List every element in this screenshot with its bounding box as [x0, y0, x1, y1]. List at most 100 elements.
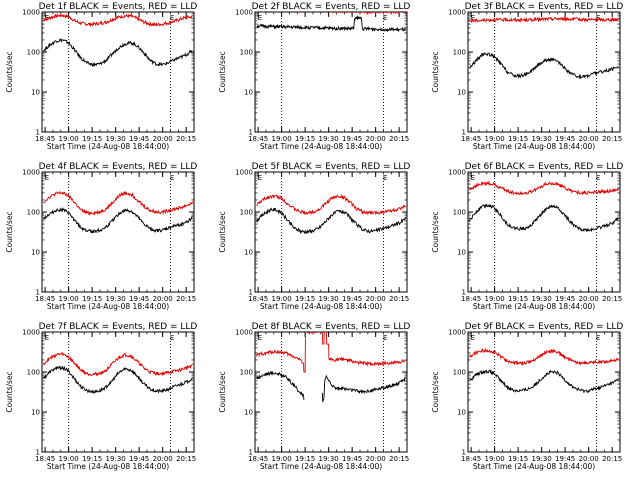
chart-title: Det 1f BLACK = Events, RED = LLD [39, 2, 198, 12]
y-tick-label: 10 [457, 409, 466, 417]
x-tick-label: 19:15 [82, 295, 102, 303]
x-tick-label: 19:30 [532, 135, 552, 143]
x-tick-label: 20:00 [153, 135, 173, 143]
x-axis-label: Start Time (24-Aug-08 18:44:00) [260, 462, 382, 471]
series-events-line [43, 207, 193, 234]
x-axis-label: Start Time (24-Aug-08 18:44:00) [473, 302, 595, 311]
event-marker: E [596, 174, 600, 182]
y-tick-label: 100 [240, 369, 253, 377]
event-marker: E [383, 334, 387, 342]
event-marker: E [383, 14, 387, 22]
x-tick-label: 19:45 [555, 455, 575, 463]
x-axis-label: Start Time (24-Aug-08 18:44:00) [47, 462, 169, 471]
x-tick-label: 20:15 [602, 295, 622, 303]
x-tick-label: 20:15 [602, 135, 622, 143]
y-tick-label: 1 [462, 289, 466, 297]
series-lld-line [256, 193, 406, 216]
plot-frame [254, 171, 408, 293]
x-tick-label: 20:00 [153, 455, 173, 463]
y-tick-label: 10 [31, 409, 40, 417]
event-marker: E [170, 14, 174, 22]
x-tick-label: 19:15 [508, 135, 528, 143]
x-tick-label: 19:30 [106, 455, 126, 463]
x-tick-label: 18:45 [35, 455, 55, 463]
plot-frame [41, 171, 195, 293]
y-tick-label: 1 [249, 129, 253, 137]
y-tick-label: 10 [31, 89, 40, 97]
x-tick-label: 19:45 [129, 295, 149, 303]
event-marker: E [596, 14, 600, 22]
x-tick-label: 18:45 [248, 455, 268, 463]
x-tick-label: 19:15 [295, 455, 315, 463]
y-tick-label: 1 [249, 449, 253, 457]
event-marker: E [596, 334, 600, 342]
panel-6: Det 6f BLACK = Events, RED = LLD 1 10 100 10… [431, 162, 623, 311]
y-tick-label: 10 [457, 89, 466, 97]
plot-frame [467, 331, 621, 453]
x-tick-label: 19:00 [272, 135, 292, 143]
x-tick-label: 18:45 [461, 295, 481, 303]
x-tick-label: 19:00 [272, 455, 292, 463]
x-axis-label: Start Time (24-Aug-08 18:44:00) [47, 302, 169, 311]
x-tick-label: 20:00 [579, 295, 599, 303]
chart-title: Det 2f BLACK = Events, RED = LLD [252, 2, 411, 12]
y-tick-label: 1 [462, 129, 466, 137]
x-tick-label: 19:15 [508, 295, 528, 303]
y-tick-label: 10 [31, 249, 40, 257]
plot-frame [41, 331, 195, 453]
y-tick-label: 100 [27, 49, 40, 57]
x-tick-label: 19:00 [59, 135, 79, 143]
y-axis-label: Counts/sec [431, 371, 440, 412]
series-lld-line [469, 180, 619, 196]
x-tick-label: 19:30 [106, 135, 126, 143]
y-tick-label: 100 [240, 209, 253, 217]
y-tick-label: 100 [27, 369, 40, 377]
x-tick-label: 20:15 [176, 455, 196, 463]
y-tick-label: 1000 [22, 9, 40, 17]
series-events-line [43, 37, 193, 67]
y-tick-label: 100 [453, 369, 466, 377]
y-tick-label: 10 [244, 409, 253, 417]
x-tick-label: 19:15 [82, 455, 102, 463]
series-events-line [256, 370, 406, 402]
x-tick-label: 20:00 [579, 135, 599, 143]
x-tick-label: 19:00 [59, 455, 79, 463]
x-tick-label: 18:45 [461, 135, 481, 143]
chart-title: Det 5f BLACK = Events, RED = LLD [252, 162, 411, 172]
y-axis-label: Counts/sec [218, 51, 227, 92]
event-marker: E [471, 14, 475, 22]
y-tick-label: 1000 [235, 9, 253, 17]
panel-5: Det 5f BLACK = Events, RED = LLD 1 10 100 10… [218, 162, 410, 311]
x-tick-label: 20:00 [366, 295, 386, 303]
x-tick-label: 19:00 [485, 295, 505, 303]
x-tick-label: 19:45 [342, 135, 362, 143]
y-tick-label: 1 [36, 129, 40, 137]
x-axis-label: Start Time (24-Aug-08 18:44:00) [473, 142, 595, 151]
event-marker: E [383, 174, 387, 182]
y-tick-label: 1 [462, 449, 466, 457]
x-tick-label: 19:15 [295, 135, 315, 143]
x-tick-label: 20:15 [176, 135, 196, 143]
panel-1: Det 1f BLACK = Events, RED = LLD 1 10 100 10… [5, 2, 197, 151]
y-axis-label: Counts/sec [5, 371, 14, 412]
x-axis-label: Start Time (24-Aug-08 18:44:00) [473, 462, 595, 471]
event-marker: E [45, 334, 49, 342]
x-tick-label: 19:30 [532, 455, 552, 463]
plot-frame [41, 11, 195, 133]
x-tick-label: 19:45 [129, 135, 149, 143]
x-axis-label: Start Time (24-Aug-08 18:44:00) [260, 142, 382, 151]
x-tick-label: 20:15 [389, 455, 409, 463]
y-tick-label: 1 [249, 289, 253, 297]
series-lld-line [256, 332, 406, 373]
x-tick-label: 20:15 [602, 455, 622, 463]
x-tick-label: 19:00 [485, 135, 505, 143]
chart-title: Det 4f BLACK = Events, RED = LLD [39, 162, 198, 172]
plot-frame [254, 11, 408, 133]
chart-title: Det 8f BLACK = Events, RED = LLD [252, 322, 411, 332]
y-tick-label: 10 [244, 249, 253, 257]
y-axis-label: Counts/sec [218, 211, 227, 252]
y-tick-label: 100 [240, 49, 253, 57]
series-lld-line [43, 12, 193, 28]
plot-frame [467, 171, 621, 293]
